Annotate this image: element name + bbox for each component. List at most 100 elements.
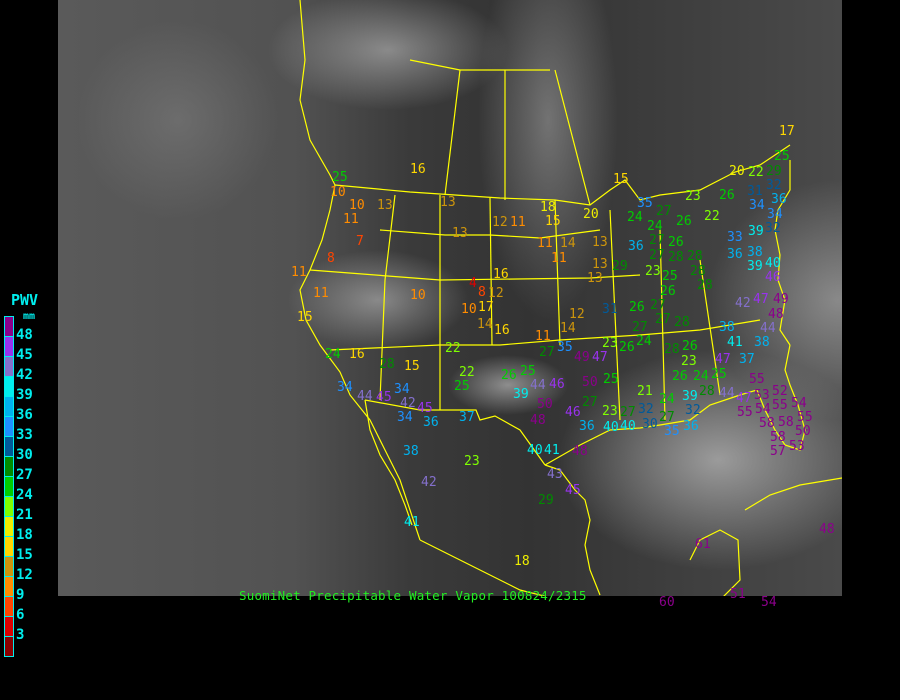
station-pwv-value: 44	[719, 386, 735, 401]
station-pwv-value: 14	[477, 317, 493, 332]
station-pwv-value: 44	[357, 389, 373, 404]
station-pwv-value: 11	[510, 215, 526, 230]
station-pwv-value: 15	[297, 310, 313, 325]
legend-label: 45	[16, 347, 33, 363]
station-pwv-value: 47	[592, 350, 608, 365]
station-pwv-value: 41	[544, 443, 560, 458]
station-pwv-value: 7	[356, 234, 364, 249]
station-pwv-value: 57	[770, 444, 786, 459]
station-pwv-value: 36	[771, 192, 787, 207]
station-pwv-value: 26	[501, 368, 517, 383]
legend-swatch	[4, 397, 14, 417]
station-pwv-value: 13	[452, 226, 468, 241]
station-pwv-value: 24	[659, 392, 675, 407]
station-pwv-value: 58	[770, 430, 786, 445]
station-pwv-value: 17	[478, 300, 494, 315]
station-pwv-value: 25	[520, 364, 536, 379]
station-pwv-value: 50	[795, 424, 811, 439]
station-pwv-value: 28	[687, 249, 703, 264]
legend-swatch	[4, 537, 14, 557]
station-pwv-value: 12	[492, 215, 508, 230]
station-pwv-value: 44	[530, 378, 546, 393]
legend-label: 48	[16, 327, 33, 343]
legend-swatch	[4, 377, 14, 397]
station-pwv-value: 13	[592, 257, 608, 272]
station-pwv-value: 32	[766, 178, 782, 193]
legend-swatch	[4, 477, 14, 497]
station-pwv-value: 24	[636, 334, 652, 349]
legend-label: 42	[16, 367, 33, 383]
station-pwv-value: 11	[537, 236, 553, 251]
legend-label: 9	[16, 587, 25, 603]
station-pwv-value: 36	[579, 419, 595, 434]
station-pwv-value: 15	[404, 359, 420, 374]
station-pwv-value: 34	[767, 207, 783, 222]
station-pwv-value: 27	[582, 395, 598, 410]
legend-swatch	[4, 337, 14, 357]
station-pwv-value: 26	[668, 235, 684, 250]
station-pwv-value: 40	[527, 443, 543, 458]
station-pwv-value: 22	[704, 209, 720, 224]
station-pwv-value: 37	[459, 410, 475, 425]
legend-swatch	[4, 597, 14, 617]
station-pwv-value: 10	[330, 185, 346, 200]
station-pwv-value: 33	[727, 230, 743, 245]
station-pwv-value: 35	[557, 340, 573, 355]
station-pwv-value: 49	[773, 292, 789, 307]
station-pwv-value: 49	[574, 350, 590, 365]
station-pwv-value: 48	[572, 444, 588, 459]
station-pwv-value: 27	[656, 204, 672, 219]
station-pwv-value: 28	[674, 315, 690, 330]
station-pwv-value: 32	[638, 402, 654, 417]
station-pwv-value: 53	[789, 439, 805, 454]
legend-swatch	[4, 557, 14, 577]
station-pwv-value: 27	[649, 233, 665, 248]
legend-label: 21	[16, 507, 33, 523]
station-pwv-value: 26	[676, 214, 692, 229]
station-pwv-value: 41	[727, 335, 743, 350]
border-lines	[299, 0, 842, 596]
station-pwv-value: 26	[719, 188, 735, 203]
station-pwv-value: 42	[735, 296, 751, 311]
station-pwv-value: 13	[377, 198, 393, 213]
station-pwv-value: 25	[603, 372, 619, 387]
station-pwv-value: 30	[642, 417, 658, 432]
station-pwv-value: 12	[569, 307, 585, 322]
station-pwv-value: 12	[488, 286, 504, 301]
station-pwv-value: 29	[612, 259, 628, 274]
station-pwv-value: 20	[583, 207, 599, 222]
legend-label: 27	[16, 467, 33, 483]
legend-swatch	[4, 417, 14, 437]
station-pwv-value: 23	[645, 264, 661, 279]
station-pwv-value: 22	[445, 341, 461, 356]
satellite-map	[58, 0, 842, 596]
station-pwv-value: 47	[715, 352, 731, 367]
legend-label: 15	[16, 547, 33, 563]
station-pwv-value: 39	[682, 389, 698, 404]
station-pwv-value: 54	[791, 396, 807, 411]
station-pwv-value: 52	[772, 384, 788, 399]
station-pwv-value: 11	[313, 286, 329, 301]
station-pwv-value: 24	[693, 369, 709, 384]
station-pwv-value: 25	[662, 269, 678, 284]
station-pwv-value: 32	[685, 403, 701, 418]
station-pwv-value: 27	[655, 312, 671, 327]
station-pwv-value: 55	[772, 398, 788, 413]
station-pwv-value: 15	[545, 214, 561, 229]
station-pwv-value: 41	[404, 515, 420, 530]
station-pwv-value: 15	[613, 172, 629, 187]
station-pwv-value: 47	[753, 292, 769, 307]
legend-swatch	[4, 517, 14, 537]
legend-label: 30	[16, 447, 33, 463]
legend-swatch	[4, 637, 14, 657]
station-pwv-value: 34	[337, 380, 353, 395]
legend-label: 36	[16, 407, 33, 423]
station-pwv-value: 23	[681, 354, 697, 369]
station-pwv-value: 42	[400, 396, 416, 411]
station-pwv-value: 23	[602, 336, 618, 351]
station-pwv-value: 36	[683, 419, 699, 434]
station-pwv-value: 35	[637, 196, 653, 211]
station-pwv-value: 28	[699, 384, 715, 399]
station-pwv-value: 35	[664, 424, 680, 439]
